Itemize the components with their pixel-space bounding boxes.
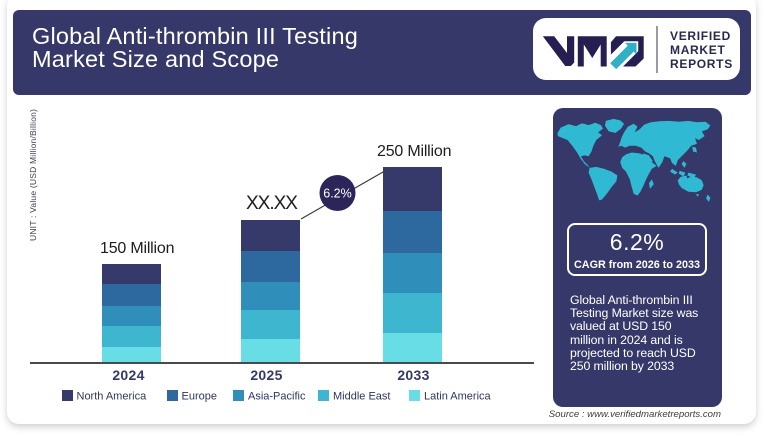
svg-text:6.2%: 6.2% <box>323 187 352 201</box>
